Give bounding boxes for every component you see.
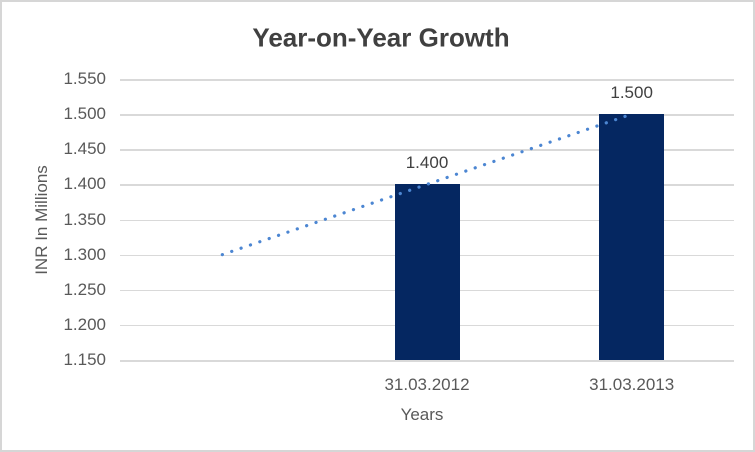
gridline — [120, 360, 734, 362]
y-tick-label: 1.550 — [63, 69, 106, 88]
y-tick-label: 1.450 — [63, 139, 106, 159]
bar-value-label: 1.500 — [610, 83, 653, 103]
gridline — [120, 79, 734, 81]
x-tick-label: 31.03.2013 — [589, 375, 675, 394]
bar — [599, 114, 665, 360]
y-tick-label: 1.150 — [63, 350, 106, 369]
chart-title: Year-on-Year Growth — [252, 22, 510, 53]
y-tick-label: 1.400 — [63, 174, 106, 194]
bar-value-label: 1.400 — [405, 153, 449, 173]
x-axis-title: Years — [400, 405, 444, 424]
y-tick-label: 1.350 — [63, 209, 106, 229]
bar — [394, 184, 460, 360]
x-tick-label: 31.03.2012 — [384, 375, 470, 394]
y-tick-label: 1.300 — [63, 244, 106, 264]
y-tick-label: 1.200 — [63, 314, 106, 334]
y-tick-label: 1.500 — [63, 104, 106, 124]
y-tick-label: 1.250 — [63, 279, 106, 299]
